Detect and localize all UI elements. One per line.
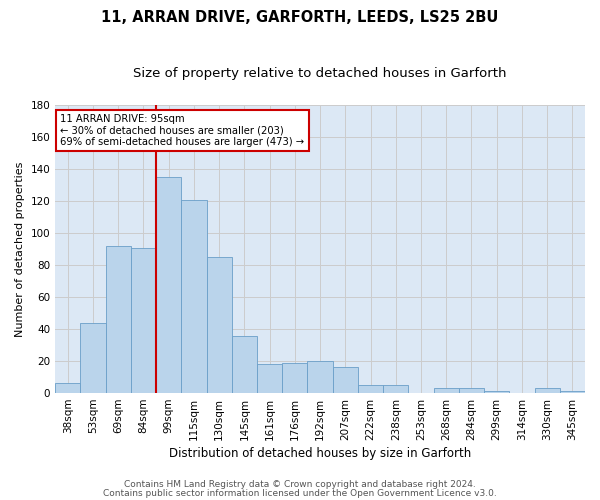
Bar (434, 388, 459, 393)
Bar (181, 200, 206, 393)
Bar (206, 257, 232, 393)
Text: Contains HM Land Registry data © Crown copyright and database right 2024.: Contains HM Land Registry data © Crown c… (124, 480, 476, 489)
Bar (106, 246, 131, 393)
Bar (232, 336, 257, 393)
Bar (131, 248, 156, 393)
Bar (307, 361, 332, 393)
Bar (55, 384, 80, 393)
Bar (535, 388, 560, 393)
Text: 11 ARRAN DRIVE: 95sqm
← 30% of detached houses are smaller (203)
69% of semi-det: 11 ARRAN DRIVE: 95sqm ← 30% of detached … (61, 114, 305, 147)
Title: Size of property relative to detached houses in Garforth: Size of property relative to detached ho… (133, 68, 507, 80)
Bar (332, 368, 358, 393)
Y-axis label: Number of detached properties: Number of detached properties (15, 162, 25, 337)
Bar (484, 392, 509, 393)
X-axis label: Distribution of detached houses by size in Garforth: Distribution of detached houses by size … (169, 447, 471, 460)
Text: 11, ARRAN DRIVE, GARFORTH, LEEDS, LS25 2BU: 11, ARRAN DRIVE, GARFORTH, LEEDS, LS25 2… (101, 10, 499, 25)
Bar (257, 364, 282, 393)
Bar (358, 385, 383, 393)
Bar (383, 385, 409, 393)
Bar (156, 177, 181, 393)
Text: Contains public sector information licensed under the Open Government Licence v3: Contains public sector information licen… (103, 488, 497, 498)
Bar (459, 388, 484, 393)
Bar (560, 392, 585, 393)
Bar (80, 322, 106, 393)
Bar (282, 362, 307, 393)
